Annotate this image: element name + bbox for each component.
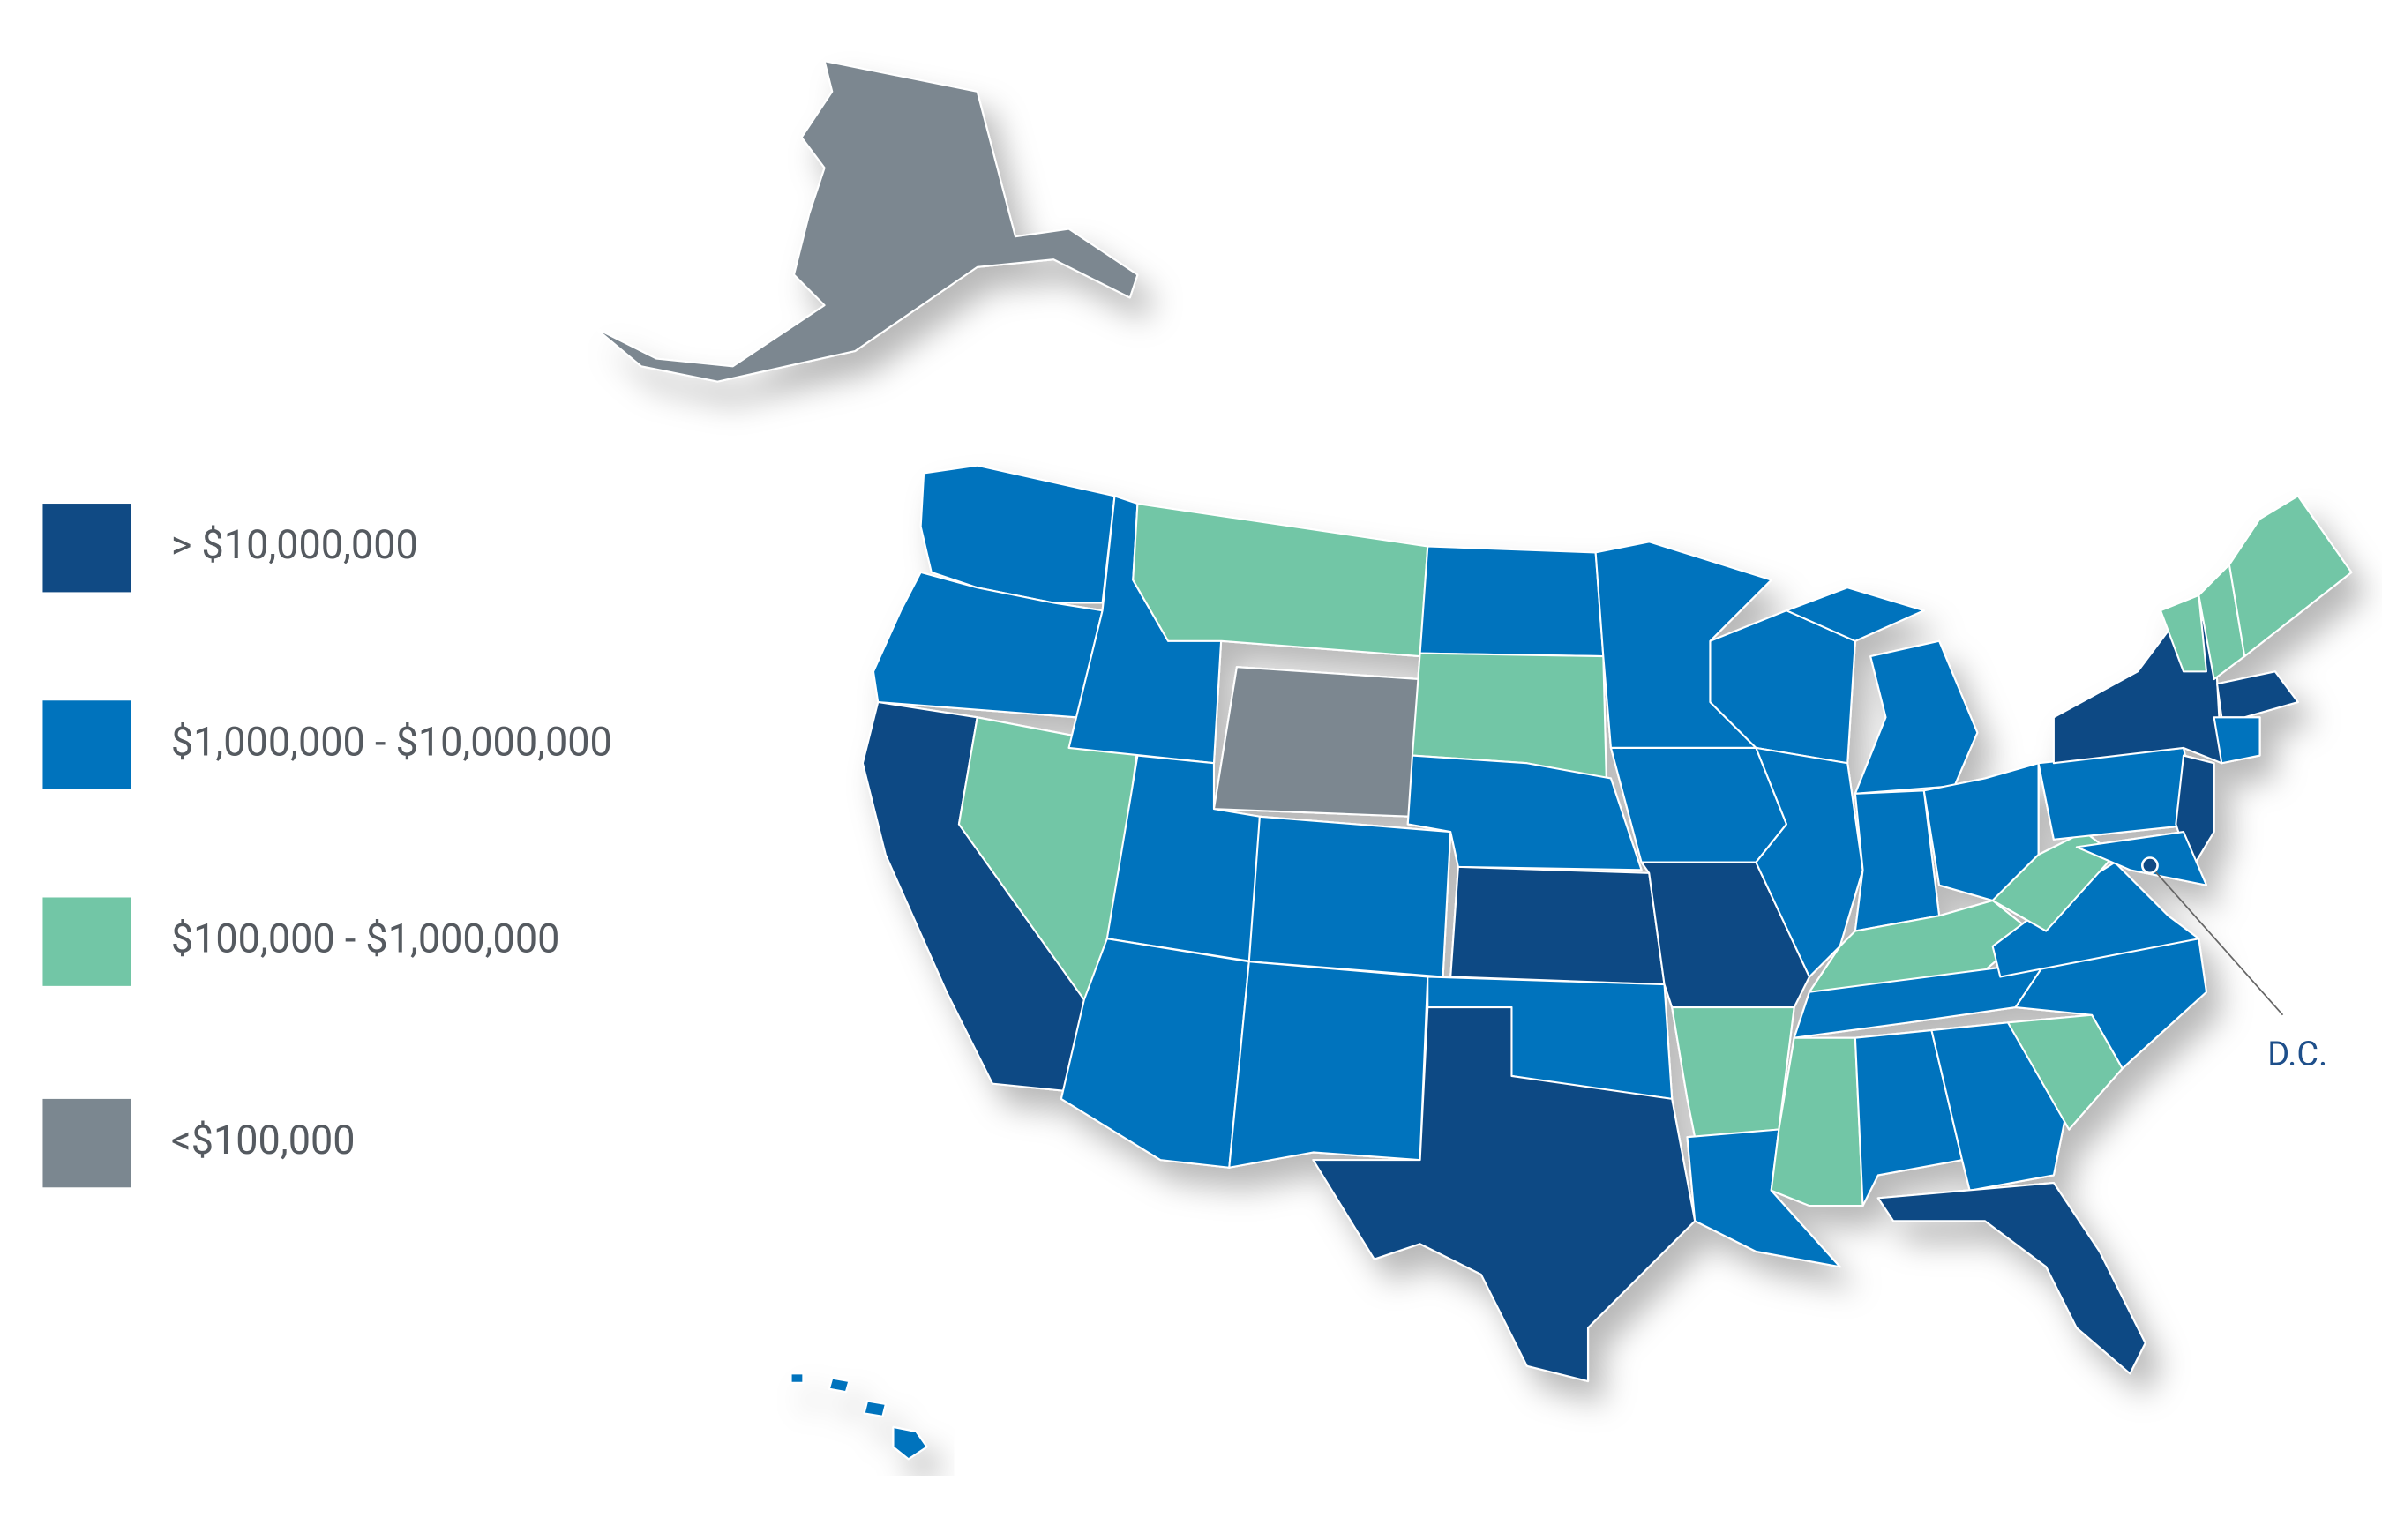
legend-label: <$100,000 bbox=[171, 1117, 356, 1163]
state bbox=[1609, 746, 1788, 863]
legend-label: > $10,000,000 bbox=[171, 521, 418, 568]
legend-label: $100,000 - $1,000,000 bbox=[171, 916, 560, 962]
legend-swatch bbox=[42, 1098, 131, 1188]
dc-leader-line bbox=[2149, 864, 2284, 1016]
state bbox=[2216, 670, 2299, 719]
dc-marker bbox=[2140, 856, 2159, 875]
state bbox=[1406, 754, 1643, 871]
state bbox=[2228, 495, 2353, 658]
state bbox=[1419, 545, 1605, 658]
state bbox=[2075, 831, 2207, 886]
state bbox=[1247, 815, 1452, 978]
state bbox=[1785, 587, 1925, 642]
state bbox=[594, 60, 1139, 383]
state bbox=[1876, 1182, 2146, 1375]
state bbox=[790, 1372, 805, 1384]
state bbox=[1132, 503, 1429, 658]
state bbox=[1228, 961, 1429, 1169]
legend: > $10,000,000 $1,000,000 - $10,000,000 $10… bbox=[42, 504, 612, 1188]
hawaii bbox=[790, 1372, 928, 1461]
state bbox=[1671, 1006, 1795, 1139]
contiguous-states bbox=[861, 464, 2353, 1383]
state bbox=[863, 1400, 887, 1417]
state bbox=[1312, 1006, 1697, 1383]
legend-swatch bbox=[42, 504, 131, 593]
legend-swatch bbox=[42, 700, 131, 789]
state bbox=[1755, 746, 1864, 978]
legend-label: $1,000,000 - $10,000,000 bbox=[171, 718, 612, 765]
legend-swatch bbox=[42, 897, 131, 986]
state bbox=[828, 1377, 850, 1394]
state bbox=[1212, 666, 1421, 818]
dc-label: D.C. bbox=[2267, 1035, 2327, 1074]
state bbox=[2160, 594, 2207, 673]
state bbox=[1449, 865, 1666, 986]
alaska bbox=[594, 60, 1139, 383]
state bbox=[1854, 1028, 1964, 1207]
state bbox=[2213, 716, 2261, 765]
state bbox=[1854, 639, 1979, 795]
state bbox=[892, 1425, 928, 1461]
